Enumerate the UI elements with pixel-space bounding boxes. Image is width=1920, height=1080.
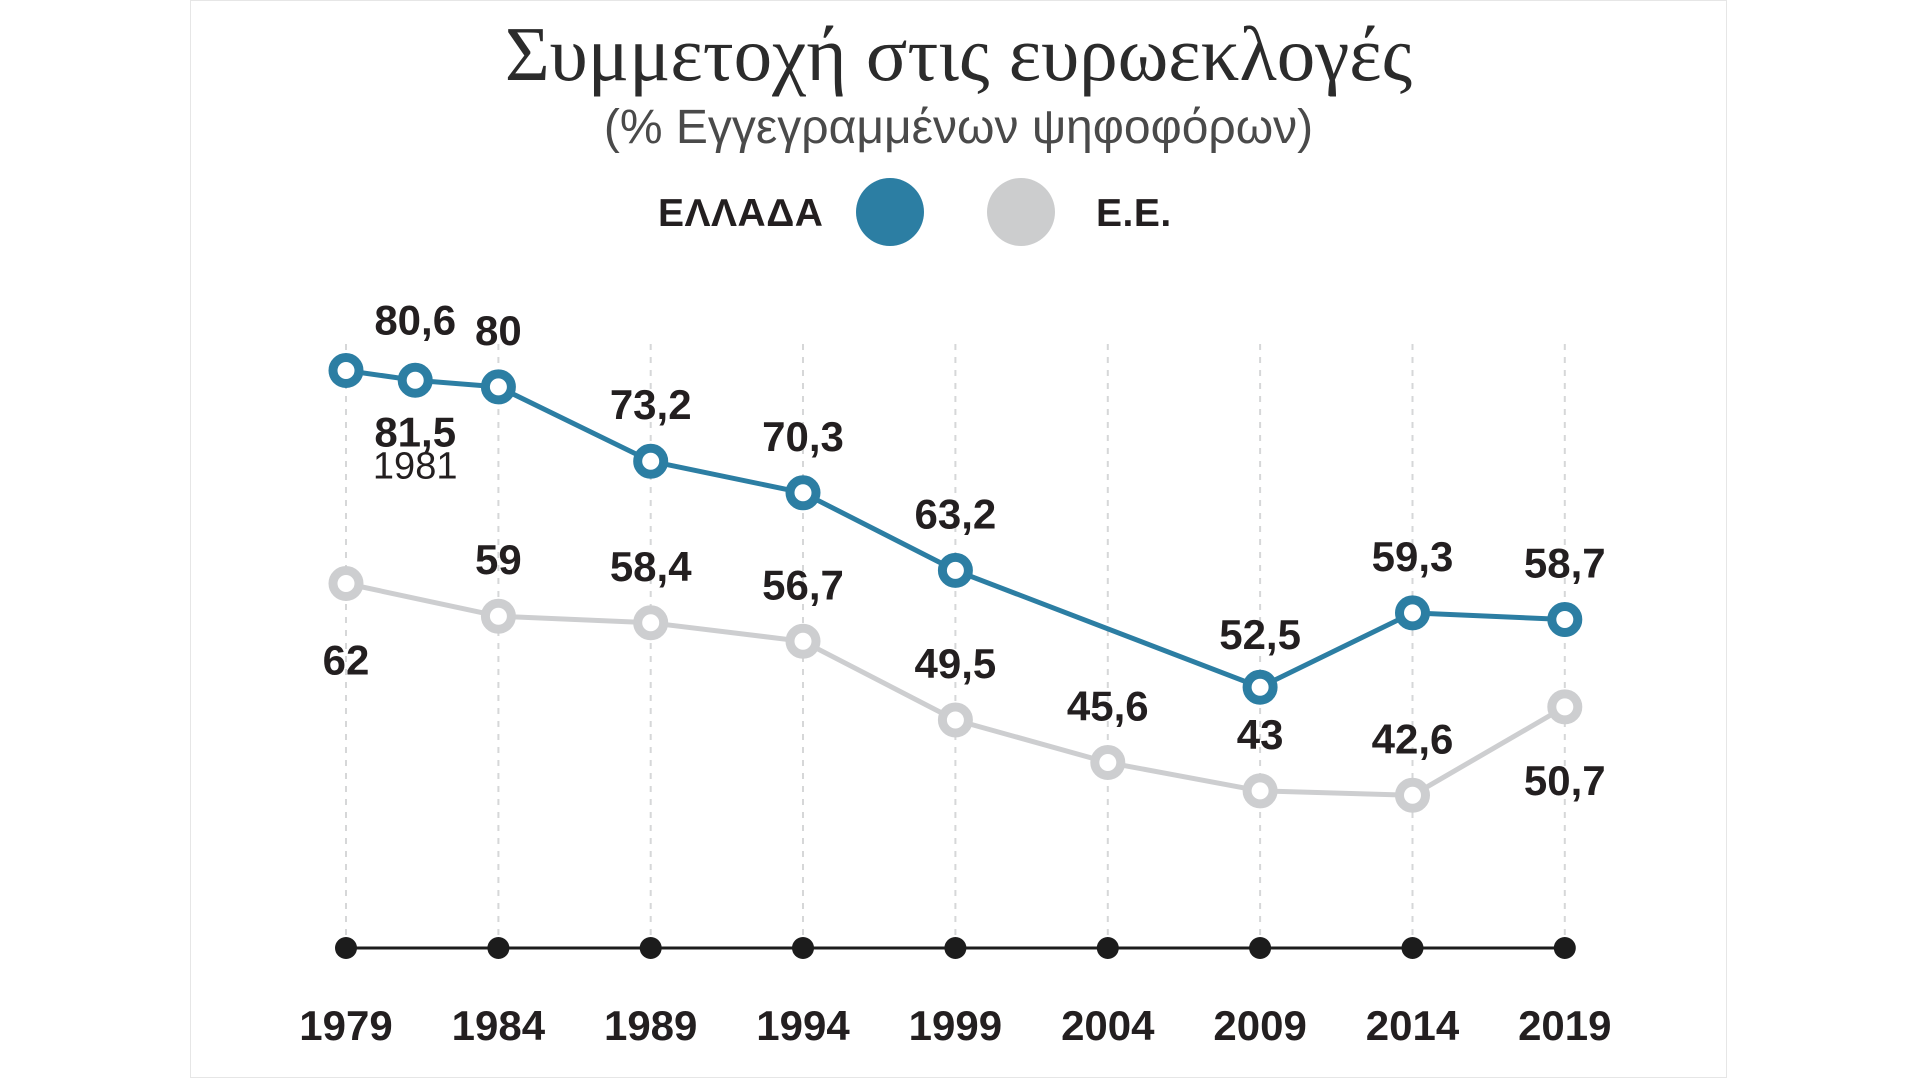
svg-text:2014: 2014 xyxy=(1366,1002,1460,1049)
svg-text:52,5: 52,5 xyxy=(1219,611,1301,658)
svg-text:73,2: 73,2 xyxy=(610,381,692,428)
svg-text:59,3: 59,3 xyxy=(1372,533,1454,580)
svg-text:49,5: 49,5 xyxy=(915,640,997,687)
svg-text:63,2: 63,2 xyxy=(915,490,997,537)
svg-text:1981: 1981 xyxy=(373,446,458,488)
svg-text:80: 80 xyxy=(475,307,522,354)
svg-text:2004: 2004 xyxy=(1061,1002,1155,1049)
svg-text:58,7: 58,7 xyxy=(1524,540,1606,587)
svg-text:58,4: 58,4 xyxy=(610,543,692,590)
svg-text:1994: 1994 xyxy=(756,1002,850,1049)
svg-text:2019: 2019 xyxy=(1518,1002,1611,1049)
svg-text:59: 59 xyxy=(475,536,522,583)
svg-text:1999: 1999 xyxy=(909,1002,1002,1049)
svg-text:1989: 1989 xyxy=(604,1002,697,1049)
svg-text:50,7: 50,7 xyxy=(1524,757,1606,804)
svg-text:56,7: 56,7 xyxy=(762,561,844,608)
svg-text:45,6: 45,6 xyxy=(1067,683,1149,730)
svg-text:43: 43 xyxy=(1237,711,1284,758)
svg-text:42,6: 42,6 xyxy=(1372,715,1454,762)
svg-text:2009: 2009 xyxy=(1213,1002,1306,1049)
svg-text:62: 62 xyxy=(323,637,370,684)
svg-text:1979: 1979 xyxy=(299,1002,392,1049)
svg-text:1984: 1984 xyxy=(452,1002,546,1049)
svg-text:80,6: 80,6 xyxy=(374,296,456,343)
svg-text:70,3: 70,3 xyxy=(762,413,844,460)
